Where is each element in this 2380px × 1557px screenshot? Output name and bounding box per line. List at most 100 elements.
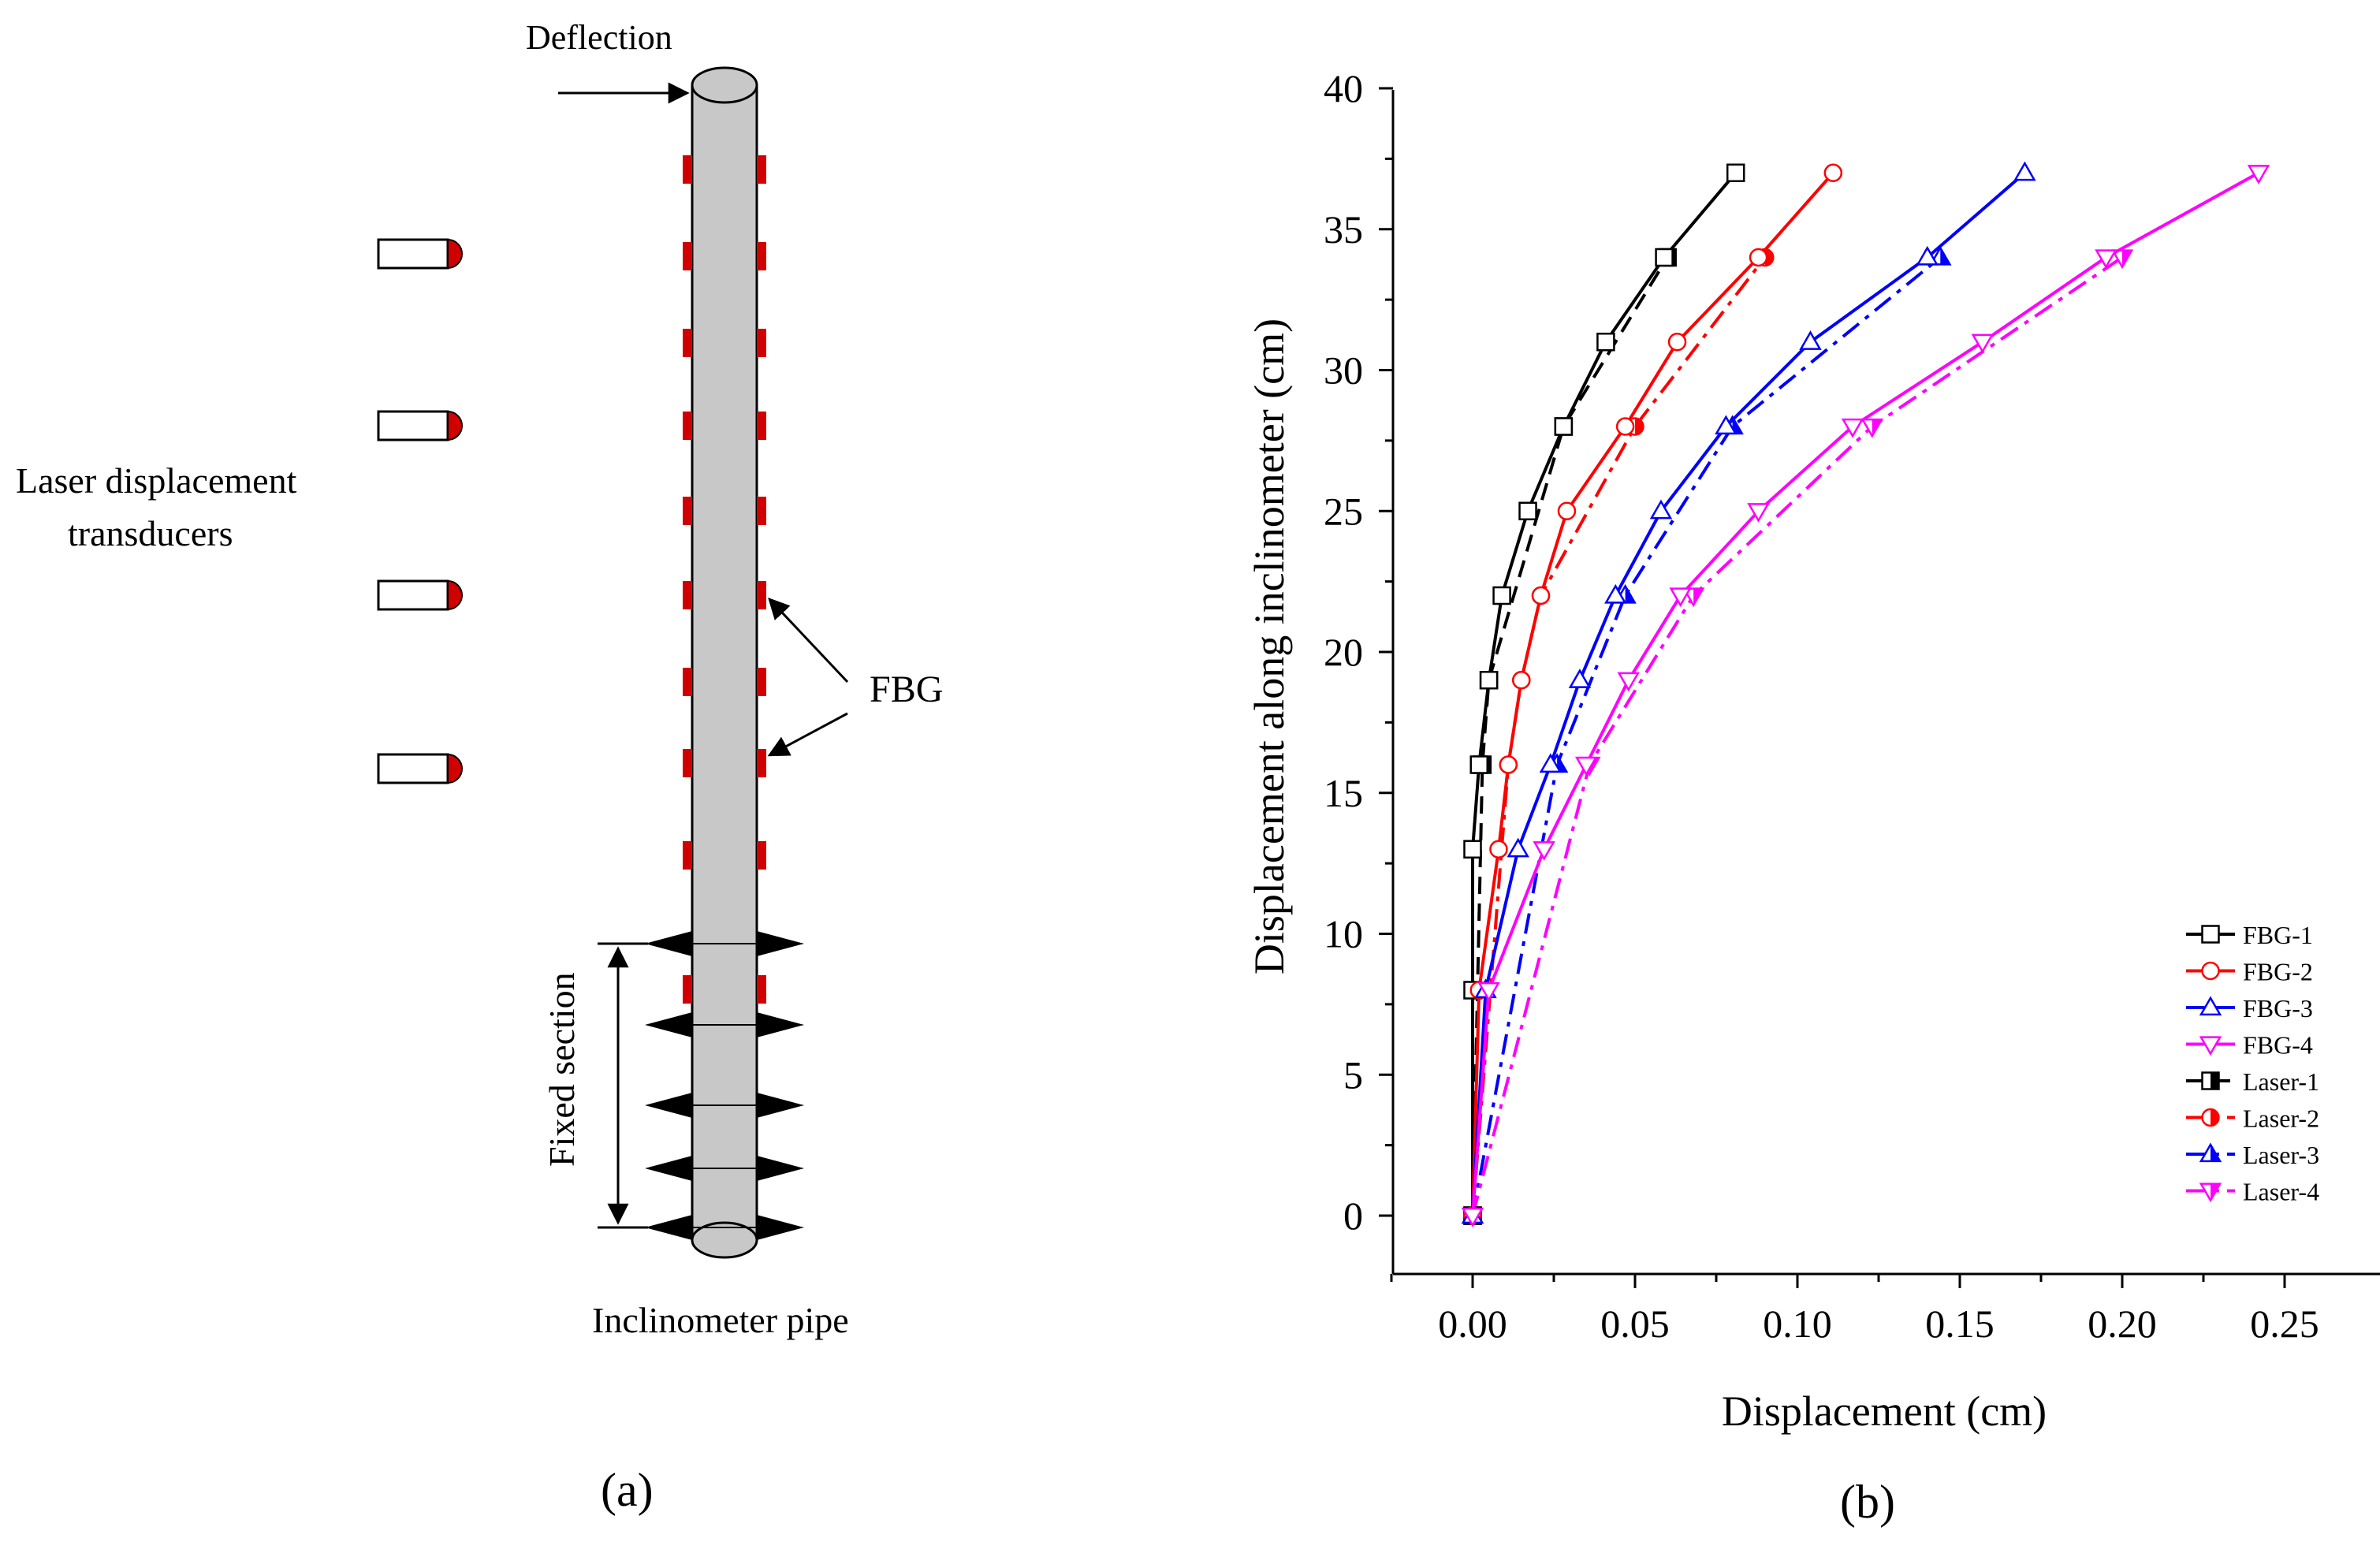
x-tick-label: 0.15 <box>1925 1302 1995 1346</box>
fbg-pad-left <box>683 329 692 357</box>
data-point <box>1518 501 1537 520</box>
y-tick-label: 5 <box>1343 1052 1363 1097</box>
legend-swatch-marker <box>2201 925 2220 944</box>
legend-label: Laser-4 <box>2243 1178 2319 1206</box>
laser-transducer <box>377 579 463 611</box>
data-point <box>1477 982 1500 1002</box>
fbg-pad-right <box>757 155 766 184</box>
data-point <box>1469 755 1488 774</box>
series-fbg-1 <box>1463 163 1745 1225</box>
legend-swatch-marker <box>2201 1108 2220 1127</box>
fbg-pad-left <box>683 412 692 440</box>
series-line <box>1471 172 1738 1216</box>
fbg-pad-right <box>757 975 766 1004</box>
data-point <box>1574 756 1598 777</box>
data-point <box>2095 249 2117 270</box>
fbg-pad-left <box>683 749 692 777</box>
data-point <box>1841 418 1864 438</box>
data-point <box>1554 417 1574 436</box>
y-tick-label: 10 <box>1324 912 1363 956</box>
anchor-spike-right <box>757 1093 804 1118</box>
data-point <box>1655 248 1674 267</box>
series-fbg-2 <box>1463 163 1843 1225</box>
data-point <box>1499 755 1518 774</box>
fbg-pad-left <box>683 155 692 184</box>
laser-transducer <box>377 410 463 441</box>
series-line <box>1471 171 1834 1216</box>
laser-label-line1: Laser displacement <box>16 460 297 501</box>
data-point <box>1596 333 1615 352</box>
data-series <box>1461 161 2270 1227</box>
x-tick-label: 0.20 <box>2088 1302 2157 1346</box>
legend-label: FBG-1 <box>2243 921 2313 949</box>
chart-axes <box>1391 90 2380 1276</box>
x-tick-label: 0.25 <box>2250 1302 2319 1346</box>
fbg-pad-left <box>683 668 692 696</box>
data-point <box>1860 418 1883 438</box>
legend-item: Laser-2 <box>2186 1104 2319 1133</box>
laser-transducers <box>377 238 463 784</box>
pipe-label: Inclinometer pipe <box>592 1300 849 1340</box>
legend-label: Laser-1 <box>2243 1067 2319 1096</box>
data-point <box>1747 503 1770 523</box>
x-tick-label: 0.00 <box>1438 1302 1507 1346</box>
panel-a-label: (a) <box>601 1464 654 1516</box>
anchor-spike-right <box>757 1215 804 1240</box>
legend-label: Laser-3 <box>2243 1141 2319 1169</box>
chart-legend: FBG-1 FBG-2 FBG-3 FBG-4 Laser-1 Laser-2 Laser-… <box>2186 921 2319 1206</box>
anchor-spike-right <box>757 1156 804 1181</box>
legend-item: Laser-1 <box>2186 1067 2319 1096</box>
legend-item: FBG-3 <box>2186 994 2313 1022</box>
fbg-pad-right <box>757 497 766 525</box>
laser-transducer <box>377 238 463 270</box>
data-point <box>1568 669 1592 688</box>
x-tick-label: 0.05 <box>1600 1302 1670 1346</box>
legend-item: FBG-4 <box>2186 1031 2313 1060</box>
fbg-sensor-pads <box>683 155 766 1004</box>
data-point <box>1461 1207 1484 1227</box>
y-tick-label: 25 <box>1324 489 1363 533</box>
legend-label: FBG-2 <box>2243 958 2313 986</box>
data-point <box>1604 583 1627 604</box>
legend-swatch-marker <box>2199 996 2222 1016</box>
series-fbg-4 <box>1461 165 2270 1227</box>
legend-swatch-marker <box>2199 1183 2222 1203</box>
data-point <box>1649 499 1673 520</box>
y-tick-label: 15 <box>1324 771 1363 815</box>
fbg-pad-left <box>683 242 692 270</box>
data-point <box>1971 333 1995 354</box>
fbg-pad-right <box>757 581 766 609</box>
data-point <box>1715 415 1738 435</box>
series-line <box>1471 256 1669 1216</box>
fbg-pad-right <box>757 668 766 696</box>
fbg-arrow-upper <box>768 598 849 684</box>
fbg-pad-right <box>757 242 766 270</box>
fbg-pad-right <box>757 841 766 870</box>
series-laser-3 <box>1461 245 1952 1224</box>
data-point <box>1749 248 1768 267</box>
legend-label: FBG-3 <box>2243 994 2313 1022</box>
series-line <box>1471 255 2124 1216</box>
data-point <box>1463 840 1482 859</box>
fbg-pad-right <box>757 749 766 777</box>
series-laser-4 <box>1461 249 2134 1227</box>
data-point <box>1489 840 1508 859</box>
legend-swatch-marker <box>2199 1142 2222 1163</box>
panel-a-schematic: Deflection Laser displacement transducer… <box>16 18 943 1516</box>
fbg-pad-right <box>757 412 766 440</box>
data-point <box>1617 672 1640 692</box>
fbg-pad-left <box>683 841 692 870</box>
inclinometer-pipe-body <box>691 84 758 1242</box>
anchor-spike-left <box>645 1215 692 1240</box>
fixed-section-anchors <box>645 931 804 1240</box>
anchor-spike-left <box>645 1156 692 1181</box>
legend-label: FBG-4 <box>2243 1031 2313 1060</box>
data-point <box>2110 249 2134 270</box>
fbg-label: FBG <box>870 669 943 710</box>
data-point <box>1726 163 1745 182</box>
y-tick-label: 20 <box>1324 630 1363 674</box>
data-point <box>1799 330 1822 350</box>
y-tick-label: 35 <box>1324 207 1363 251</box>
y-tick-label: 40 <box>1324 66 1363 110</box>
series-line <box>1471 171 2259 1216</box>
